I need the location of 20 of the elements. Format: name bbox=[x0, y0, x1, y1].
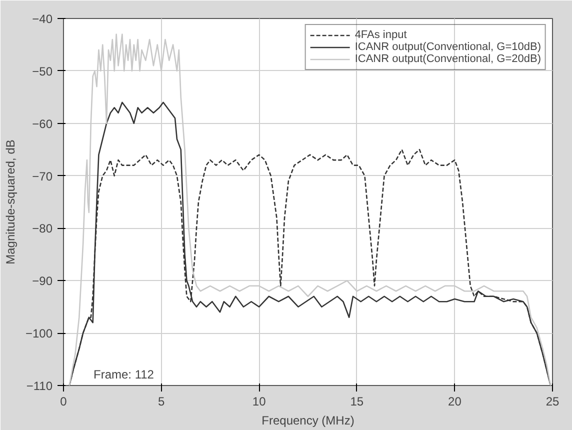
y-tick-label: −70 bbox=[32, 169, 53, 184]
legend-label: ICANR output(Conventional, G=10dB) bbox=[354, 41, 541, 53]
annotation: Frame: 112 bbox=[94, 368, 154, 382]
y-tick-label: −40 bbox=[32, 12, 53, 26]
x-tick-label: 20 bbox=[448, 394, 462, 408]
y-tick-label: −60 bbox=[32, 116, 53, 131]
y-tick-label: −50 bbox=[32, 64, 53, 78]
x-axis-title: Frequency (MHz) bbox=[262, 414, 354, 428]
x-tick-label: 5 bbox=[158, 394, 165, 408]
x-tick-label: 15 bbox=[350, 394, 364, 408]
y-tick-label: −90 bbox=[32, 274, 53, 288]
y-tick-label: −80 bbox=[32, 222, 53, 236]
legend-label: ICANR output(Conventional, G=20dB) bbox=[354, 53, 541, 65]
x-tick-label: 10 bbox=[252, 394, 266, 408]
y-axis-title: Magnitude-squared, dB bbox=[3, 140, 18, 264]
y-tick-label: −100 bbox=[25, 326, 53, 341]
x-tick-label: 0 bbox=[60, 394, 68, 408]
y-tick-label: −110 bbox=[26, 379, 53, 393]
x-tick-label: 25 bbox=[546, 394, 560, 408]
legend-label: 4FAs input bbox=[354, 29, 407, 41]
